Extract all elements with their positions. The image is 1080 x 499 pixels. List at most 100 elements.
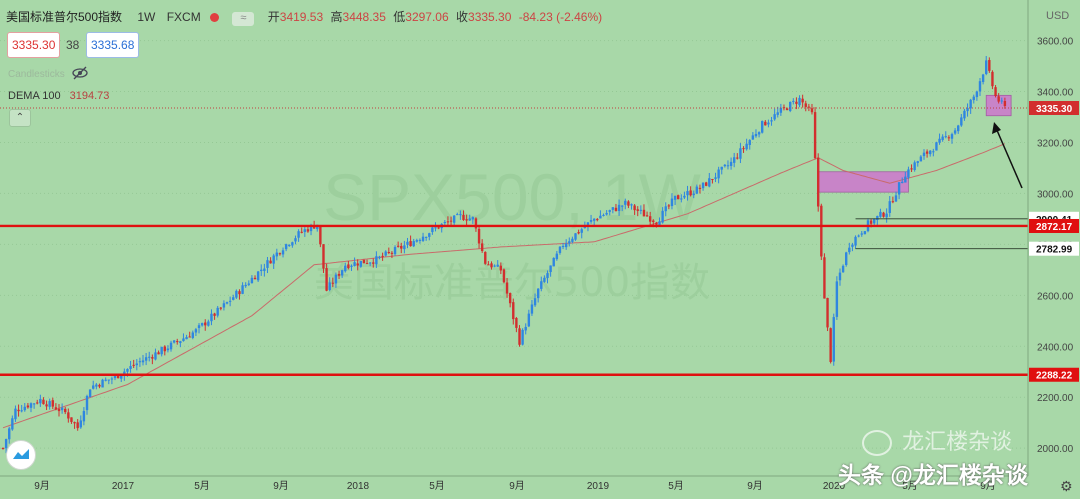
candle-body — [322, 244, 325, 269]
candle-body — [841, 265, 845, 273]
candle-body — [1, 448, 5, 450]
candle-body — [493, 265, 496, 267]
candle-body — [561, 245, 565, 247]
y-tick-label: 2000.00 — [1037, 444, 1074, 455]
candle-body — [957, 125, 960, 132]
y-tick-label: 3200.00 — [1037, 138, 1074, 149]
candle-body — [294, 238, 297, 242]
candle-body — [894, 195, 898, 202]
candle-body — [484, 251, 487, 264]
candle-body — [428, 233, 431, 237]
candle-body — [580, 229, 583, 233]
interval-label[interactable]: 1W — [137, 10, 156, 24]
candle-body — [658, 221, 661, 226]
candle-body — [854, 236, 857, 246]
candle-body — [1000, 100, 1003, 102]
ask-button[interactable]: 3335.68 — [86, 32, 140, 58]
candle-body — [633, 205, 636, 211]
candle-body — [901, 181, 904, 184]
low-label: 低 — [393, 10, 406, 24]
candle-body — [745, 143, 748, 150]
candle-body — [462, 214, 465, 221]
x-tick-label: 2017 — [112, 481, 135, 492]
candle-body — [860, 233, 863, 235]
x-tick-label: 9月 — [34, 480, 50, 492]
candle-body — [359, 261, 363, 267]
candle-body — [960, 117, 963, 126]
candle-body — [169, 342, 173, 350]
candle-body — [228, 300, 232, 302]
candle-body — [788, 101, 792, 111]
symbol-name[interactable]: 美国标准普尔500指数 — [6, 10, 123, 24]
candle-body — [424, 236, 428, 238]
candle-body — [966, 108, 969, 112]
candle-body — [154, 352, 157, 360]
candle-body — [95, 384, 98, 387]
settings-gear-icon[interactable]: ⚙ — [1060, 478, 1073, 494]
candle-body — [449, 220, 453, 222]
current-price-label-bg — [1029, 101, 1079, 116]
candle-body — [521, 329, 524, 345]
candle-body — [919, 156, 923, 162]
candle-body — [4, 439, 8, 449]
candle-body — [418, 239, 422, 241]
candle-body — [944, 136, 947, 138]
candle-body — [991, 71, 994, 87]
candle-body — [997, 96, 1000, 102]
candle-body — [263, 268, 266, 271]
candle-body — [29, 403, 33, 408]
compare-button[interactable]: ≈ — [232, 12, 255, 26]
candle-body — [851, 244, 854, 247]
candle-body — [963, 110, 966, 119]
candle-body — [496, 264, 499, 267]
close-value: 3335.30 — [468, 10, 512, 24]
candle-body — [676, 195, 680, 200]
change-value: -84.23 (-2.46%) — [518, 10, 603, 24]
candle-body — [26, 405, 30, 408]
candle-body — [589, 220, 593, 222]
candle-body — [907, 169, 910, 178]
watermark-symbol: SPX500, 1W — [323, 160, 702, 234]
candle-body — [365, 263, 369, 265]
candle-body — [798, 97, 801, 106]
candle-body — [98, 384, 101, 387]
candle-body — [845, 252, 848, 266]
candle-body — [244, 284, 247, 287]
candle-body — [648, 216, 652, 222]
close-label: 收 — [456, 10, 469, 24]
candle-body — [23, 406, 26, 411]
candle-body — [950, 134, 954, 139]
x-tick-label: 9月 — [273, 480, 289, 492]
candle-body — [605, 212, 608, 215]
eye-hidden-icon[interactable] — [72, 66, 88, 83]
dema-indicator-line — [2, 143, 1006, 429]
tradingview-logo-icon[interactable] — [6, 440, 36, 470]
candle-body — [639, 209, 643, 211]
candle-body — [400, 245, 403, 249]
hidden-series-label[interactable]: Candlesticks — [8, 69, 65, 80]
wechat-icon — [862, 430, 892, 457]
indicator-legend[interactable]: DEMA 100 3194.73 — [8, 90, 109, 102]
candle-body — [477, 228, 481, 244]
candle-body — [515, 318, 518, 328]
collapse-legend-button[interactable]: ⌃ — [9, 109, 31, 127]
candle-body — [353, 262, 356, 266]
candle-body — [381, 255, 384, 257]
candle-body — [624, 200, 627, 205]
candle-body — [767, 122, 770, 125]
candle-body — [378, 256, 381, 258]
candle-body — [499, 265, 503, 271]
candle-body — [384, 251, 387, 256]
candle-body — [764, 121, 767, 126]
candle-body — [941, 136, 944, 141]
candle-body — [627, 201, 630, 206]
candle-body — [456, 214, 459, 216]
price-level-label-bg — [1029, 218, 1079, 233]
candle-body — [502, 269, 506, 283]
bid-button[interactable]: 3335.30 — [7, 32, 61, 58]
candle-body — [281, 250, 285, 255]
candle-body — [518, 328, 521, 345]
candle-body — [736, 157, 739, 159]
